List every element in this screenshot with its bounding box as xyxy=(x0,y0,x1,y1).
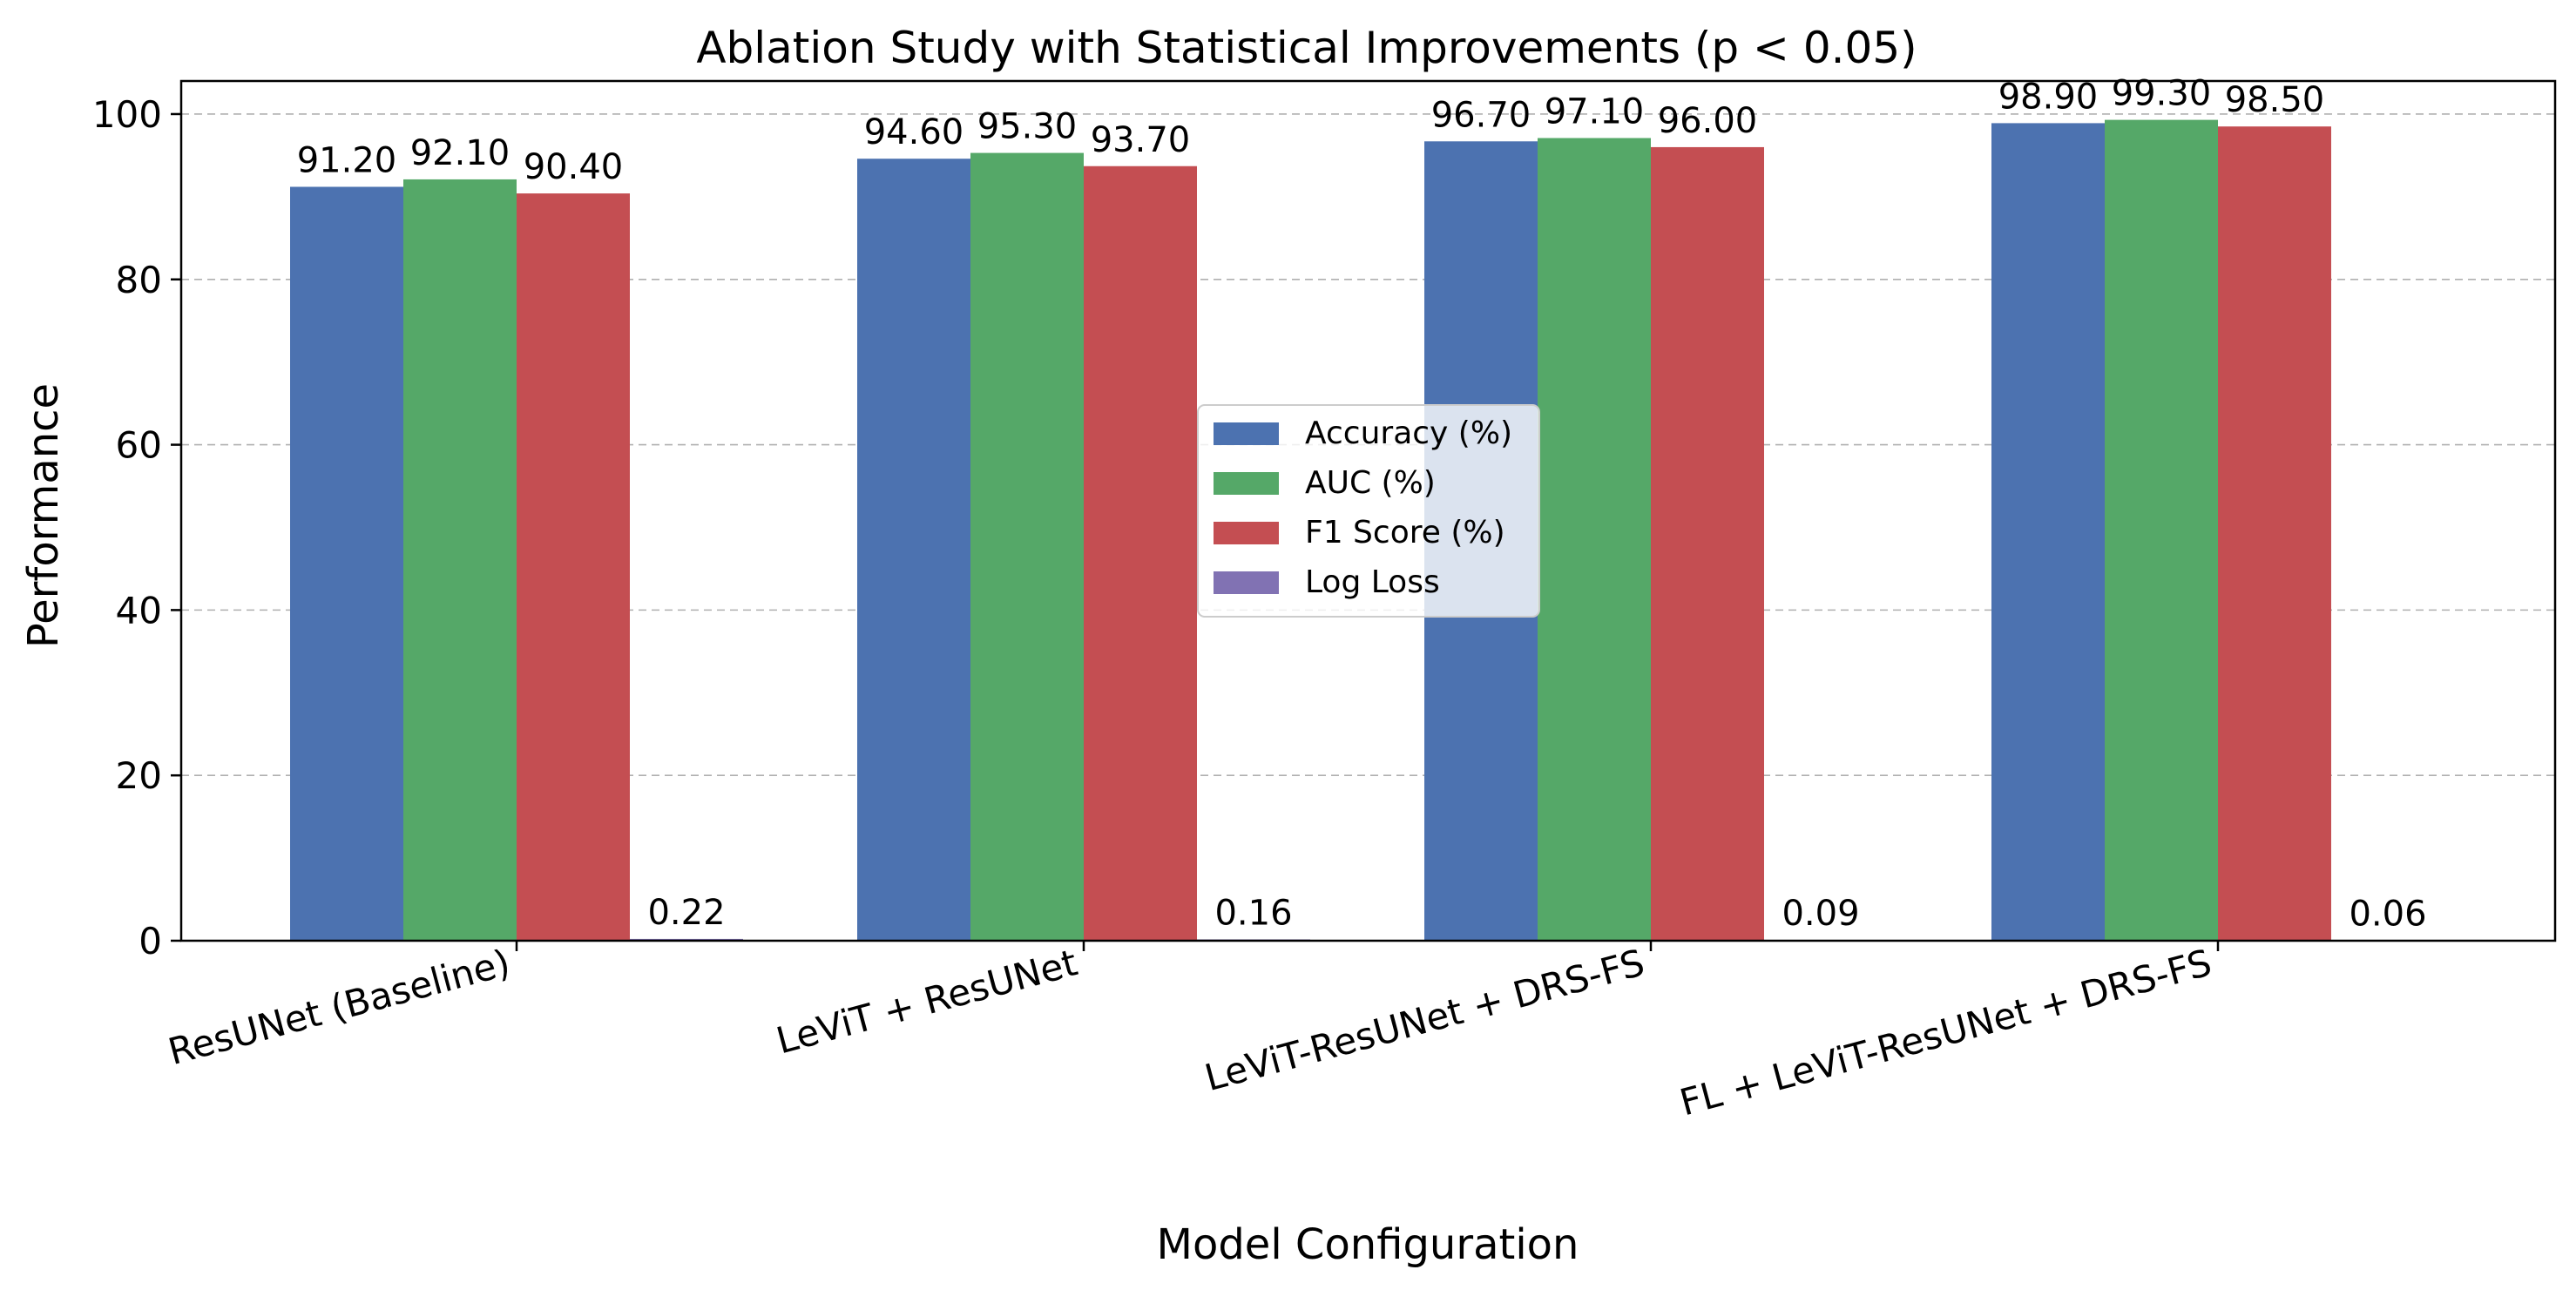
bar-value-label: 96.00 xyxy=(1658,101,1758,141)
legend-label: Accuracy (%) xyxy=(1305,415,1512,451)
bar xyxy=(517,193,630,942)
y-tick-label: 0 xyxy=(139,920,162,962)
legend-swatch xyxy=(1214,522,1279,544)
y-tick-label: 40 xyxy=(116,589,162,631)
bar-value-label: 0.09 xyxy=(1782,894,1859,934)
legend-label: Log Loss xyxy=(1305,564,1440,600)
legend-swatch xyxy=(1214,422,1279,445)
bar-value-label: 98.50 xyxy=(2225,80,2325,120)
bar-value-label: 93.70 xyxy=(1091,120,1191,160)
legend-label: AUC (%) xyxy=(1305,465,1436,501)
bar xyxy=(857,159,970,942)
bar-value-label: 94.60 xyxy=(864,112,964,152)
x-tick-label: FL + LeViT-ResUNet + DRS-FS xyxy=(1675,941,2215,1124)
x-tick-label: LeViT + ResUNet xyxy=(772,941,1082,1062)
legend-box xyxy=(1197,404,1540,618)
legend-swatch xyxy=(1214,472,1279,495)
bar-value-label: 0.06 xyxy=(2349,894,2426,934)
plot-frame xyxy=(179,79,2557,942)
bars xyxy=(290,119,2444,942)
y-axis: 0 20 40 60 80 100 xyxy=(92,93,181,962)
y-tick-label: 20 xyxy=(116,754,162,797)
y-tick-label: 60 xyxy=(116,424,162,467)
x-tick-label: LeViT-ResUNet + DRS-FS xyxy=(1200,941,1649,1099)
bar-value-label: 97.10 xyxy=(1545,91,1645,132)
legend-swatch xyxy=(1214,571,1279,594)
bar xyxy=(970,152,1084,941)
bar-value-label: 92.10 xyxy=(410,133,510,173)
bar-value-label: 0.16 xyxy=(1214,893,1292,933)
bar xyxy=(1084,165,1197,941)
bar-value-label: 98.90 xyxy=(1998,77,2099,117)
bar-value-label: 91.20 xyxy=(297,140,397,180)
bar-value-label: 95.30 xyxy=(977,107,1078,147)
bar xyxy=(290,186,403,941)
bar xyxy=(1538,138,1651,942)
bar-value-label: 90.40 xyxy=(524,147,624,187)
bar xyxy=(2105,119,2218,942)
bar-value-labels: 91.20 92.10 90.40 0.22 94.60 95.30 93.70 0.16 96… xyxy=(297,74,2427,935)
bar xyxy=(1651,146,1764,941)
bar xyxy=(2218,126,2331,941)
x-axis-label: Model Configuration xyxy=(1157,1220,1579,1269)
bar xyxy=(403,179,517,942)
bar-value-label: 0.22 xyxy=(647,893,725,933)
y-tick-label: 80 xyxy=(116,259,162,301)
y-axis-label: Performance xyxy=(19,383,68,648)
bar-value-label: 96.70 xyxy=(1431,95,1531,135)
legend-label: F1 Score (%) xyxy=(1305,515,1505,550)
bar xyxy=(1991,123,2105,942)
y-tick-label: 100 xyxy=(92,93,162,136)
x-tick-label: ResUNet (Baseline) xyxy=(164,941,515,1073)
bar-value-label: 99.30 xyxy=(2112,74,2212,114)
legend: Accuracy (%) AUC (%) F1 Score (%) Log Loss xyxy=(1197,404,1540,618)
x-axis: ResUNet (Baseline) LeViT + ResUNet LeViT-R… xyxy=(164,941,2220,1125)
chart-title: Ablation Study with Statistical Improvem… xyxy=(696,23,1917,73)
